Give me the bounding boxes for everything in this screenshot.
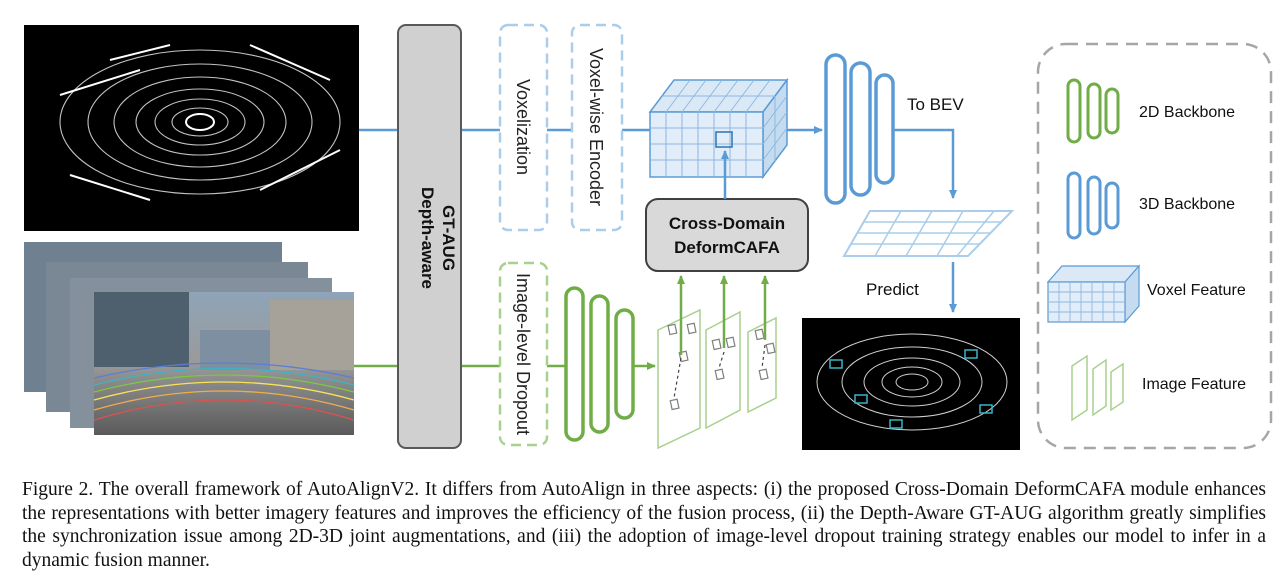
2d-backbone-block — [564, 286, 635, 442]
prediction-output-image — [802, 318, 1020, 450]
figure-caption: Figure 2. The overall framework of AutoA… — [22, 478, 1266, 572]
cross-domain-deformcafa-box: Cross-Domain DeformCAFA — [645, 198, 809, 272]
framework-diagram: Depth-aware GT-AUG Voxelization Voxel-wi… — [24, 23, 1273, 450]
camera-images-stack — [24, 242, 355, 435]
image-dropout-label: Image-level Dropout — [513, 273, 533, 435]
image-dropout-box: Image-level Dropout — [498, 261, 549, 447]
gt-aug-label-line2: GT-AUG — [439, 205, 458, 271]
lidar-point-cloud-image — [24, 25, 359, 231]
cross-domain-label-line1: Cross-Domain — [669, 214, 785, 233]
3d-backbone-block — [824, 53, 895, 205]
legend-label-2d-backbone: 2D Backbone — [1139, 104, 1235, 121]
legend-label-3d-backbone: 3D Backbone — [1139, 196, 1235, 213]
voxel-encoder-box: Voxel-wise Encoder — [570, 23, 624, 232]
legend-label-image-feature: Image Feature — [1142, 376, 1246, 393]
voxelization-box: Voxelization — [498, 23, 549, 232]
legend: 2D Backbone 3D Backbone Voxel Feature — [1036, 42, 1273, 450]
image-feature-icon — [1071, 354, 1124, 422]
3d-backbone-icon — [1066, 171, 1120, 240]
caption-label: Figure 2. — [22, 479, 94, 500]
bev-feature-grid — [842, 210, 1015, 257]
gt-aug-box: Depth-aware GT-AUG — [397, 24, 462, 449]
gt-aug-label-line1: Depth-aware — [418, 187, 437, 289]
2d-backbone-icon — [1066, 78, 1120, 144]
voxel-feature-cube — [648, 77, 789, 180]
to-bev-label: To BEV — [907, 95, 964, 114]
legend-label-voxel-feature: Voxel Feature — [1147, 282, 1246, 299]
caption-text: The overall framework of AutoAlignV2. It… — [22, 479, 1266, 571]
predict-label: Predict — [866, 280, 919, 299]
to-bev-arrow — [893, 128, 957, 199]
voxel-encoder-label: Voxel-wise Encoder — [586, 48, 606, 206]
voxel-feature-icon — [1046, 264, 1141, 324]
cross-domain-label-line2: DeformCAFA — [674, 238, 780, 257]
voxelization-label: Voxelization — [513, 79, 533, 175]
